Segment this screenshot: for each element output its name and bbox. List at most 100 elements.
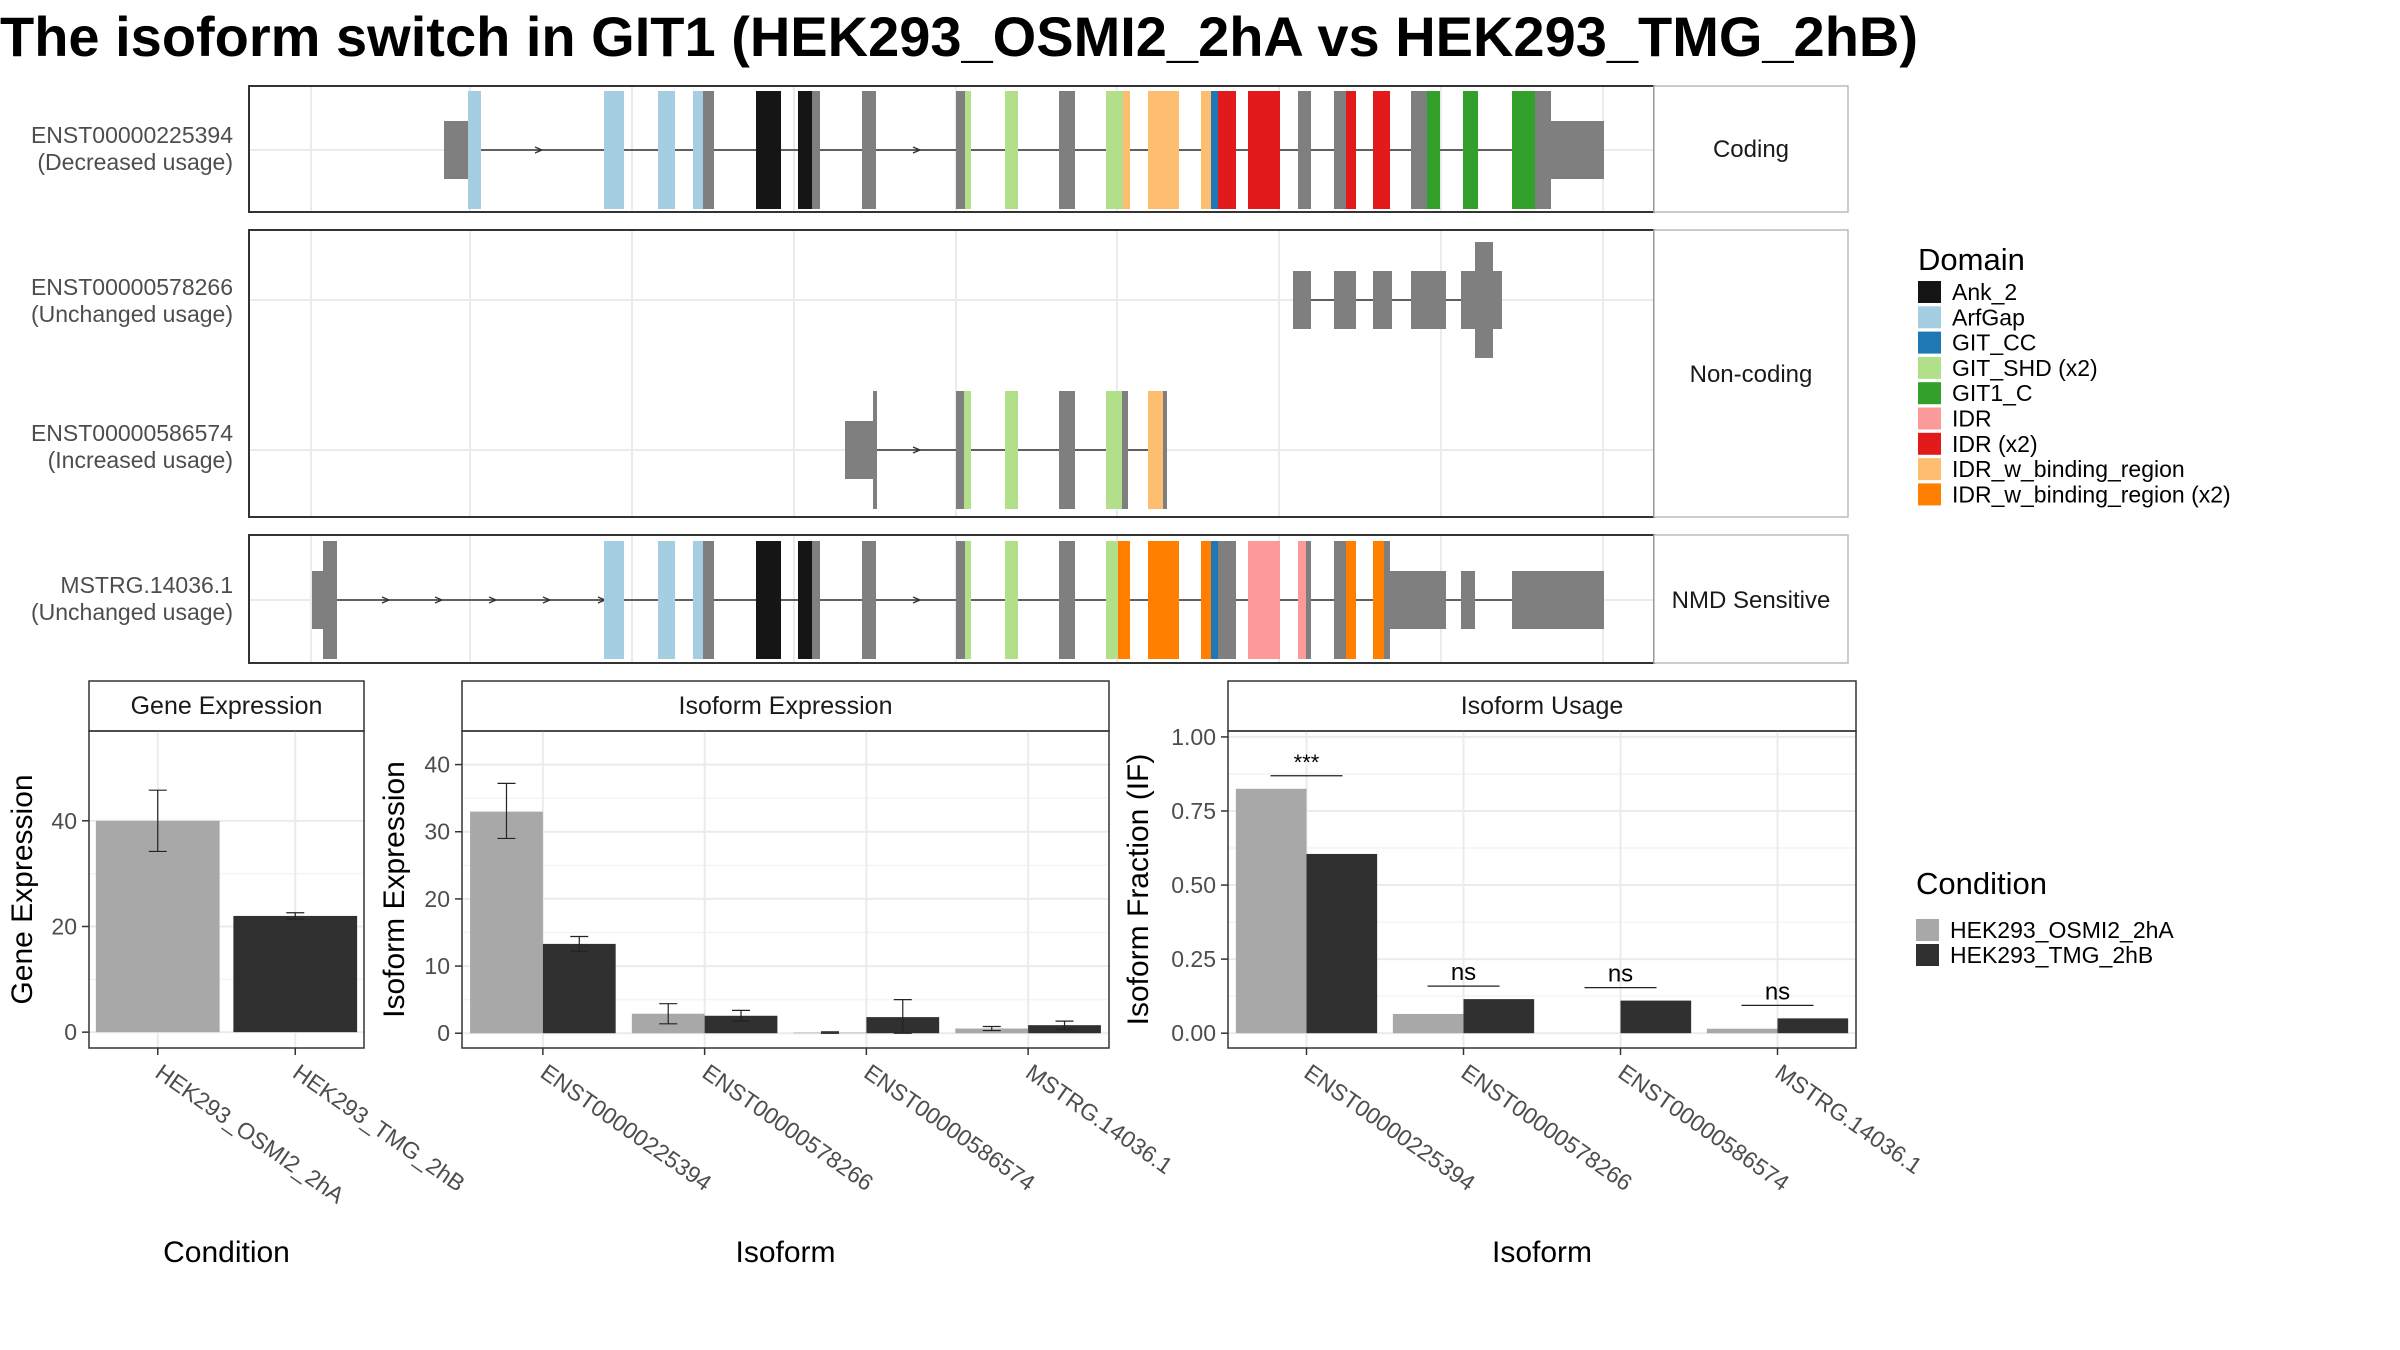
y-tick-label: 0.00 (1171, 1020, 1216, 1046)
domain-legend-key (1918, 331, 1941, 354)
row-label-name-1: ENST00000225394 (31, 122, 233, 148)
domain-block (658, 91, 675, 209)
exon-block (703, 541, 714, 659)
x-tick-label: MSTRG.14036.1 (1021, 1059, 1177, 1179)
exon-block (1334, 271, 1356, 329)
bar (1392, 1013, 1464, 1034)
domain-block (1373, 541, 1384, 659)
row-label-name-2: ENST00000578266 (31, 274, 233, 300)
domain-block (1005, 91, 1018, 209)
panel-title: Isoform Expression (679, 692, 893, 720)
exon-block (1059, 391, 1075, 509)
bar (470, 811, 543, 1034)
y-tick-label: 30 (424, 819, 450, 845)
domain-legend-title: Domain (1918, 242, 2025, 277)
domain-block (1346, 91, 1356, 209)
domain-block (1211, 91, 1218, 209)
y-tick-label: 0.25 (1171, 946, 1216, 972)
bar (1306, 853, 1378, 1034)
exon-block (703, 91, 714, 209)
domain-block (1106, 391, 1122, 509)
condition-legend-label: HEK293_TMG_2hB (1950, 942, 2153, 968)
exon-block (1411, 271, 1446, 329)
exon-block (812, 541, 820, 659)
y-tick-label: 40 (424, 752, 450, 778)
bar (1235, 788, 1307, 1034)
domain-legend-label: IDR (1952, 406, 1992, 432)
bar (1620, 1000, 1692, 1034)
figure-title: The isoform switch in GIT1 (HEK293_OSMI2… (0, 5, 1918, 68)
exon-block (1475, 242, 1493, 358)
exon-block (1218, 541, 1236, 659)
exon-block (1390, 571, 1446, 629)
exon-block (1059, 91, 1075, 209)
condition-legend-title: Condition (1916, 866, 2047, 901)
domain-block (1005, 541, 1018, 659)
x-tick-label: ENST00000225394 (536, 1059, 717, 1196)
condition-legend-key (1916, 944, 1939, 966)
x-tick-label: ENST00000578266 (1457, 1059, 1637, 1196)
x-tick-label: ENST00000586574 (1614, 1059, 1795, 1196)
domain-block (693, 541, 703, 659)
domain-legend-key (1918, 356, 1941, 379)
exon-block (1298, 91, 1311, 209)
domain-block (1427, 91, 1440, 209)
x-axis-title: Condition (163, 1236, 290, 1269)
strip-noncoding: Non-coding (1690, 361, 1813, 388)
exon-block (1293, 271, 1311, 329)
domain-block (1106, 91, 1123, 209)
y-tick-label: 10 (424, 953, 450, 979)
domain-legend-label: GIT_CC (1952, 330, 2036, 356)
domain-block (1218, 91, 1236, 209)
domain-block (1201, 541, 1211, 659)
domain-block (1148, 91, 1179, 209)
domain-block (965, 541, 971, 659)
domain-block (798, 91, 812, 209)
significance-label: ns (1451, 959, 1476, 986)
y-tick-label: 40 (51, 808, 77, 834)
x-axis-title: Isoform (1492, 1236, 1592, 1269)
y-tick-label: 20 (51, 913, 77, 939)
exon-block (1551, 121, 1604, 179)
domain-legend-label: IDR (x2) (1952, 431, 2038, 457)
exon-block (862, 541, 876, 659)
bar (1463, 999, 1535, 1034)
row-label-usage-4: (Unchanged usage) (31, 599, 233, 625)
exon-block (956, 541, 965, 659)
y-tick-label: 0 (437, 1020, 450, 1046)
x-axis-title: Isoform (735, 1236, 835, 1269)
domain-block (1248, 91, 1280, 209)
exon-block (1411, 91, 1427, 209)
domain-legend-key (1918, 306, 1941, 329)
significance-label: *** (1294, 750, 1320, 775)
significance-label: ns (1608, 961, 1633, 988)
domain-block (1373, 91, 1390, 209)
bar (1777, 1018, 1849, 1034)
panel-frame (1227, 730, 1857, 1049)
exon-block (956, 391, 964, 509)
domain-block (965, 91, 971, 209)
domain-block (604, 541, 624, 659)
domain-legend-key (1918, 458, 1941, 481)
strip-nmd: NMD Sensitive (1672, 587, 1831, 614)
strip-noncoding-box (1653, 229, 1849, 518)
strand-arrow (534, 146, 544, 154)
exon-block (1461, 271, 1475, 329)
domain-legend-key (1918, 407, 1941, 430)
panel-title: Gene Expression (131, 692, 323, 720)
domain-block (1148, 541, 1179, 659)
row-label-name-3: ENST00000586574 (31, 420, 233, 446)
domain-block (1512, 91, 1535, 209)
y-tick-label: 20 (424, 886, 450, 912)
condition-legend-label: HEK293_OSMI2_2hA (1950, 917, 2174, 943)
exon-block (956, 91, 965, 209)
y-axis-title: Isoform Expression (378, 761, 411, 1018)
bar (95, 820, 220, 1033)
strand-arrow (434, 596, 444, 604)
row-label-usage-1: (Decreased usage) (37, 149, 233, 175)
domain-block (1248, 541, 1280, 659)
domain-block (693, 91, 703, 209)
isoform-expression-panel: Isoform Expression 0 10 20 30 40 ENST000002253… (378, 680, 1178, 1269)
